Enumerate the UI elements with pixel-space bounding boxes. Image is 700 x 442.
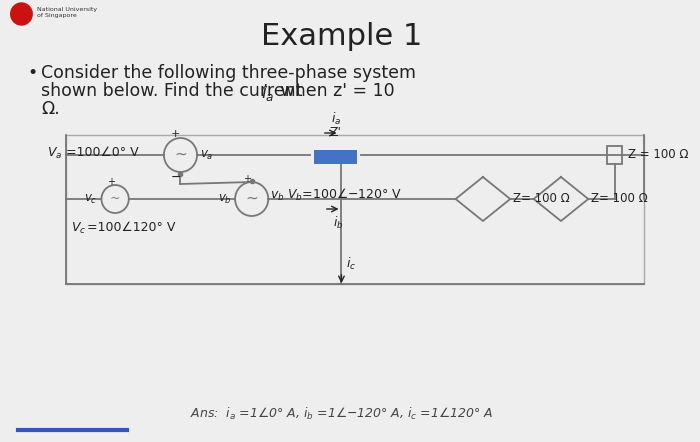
Text: $v_b$ $V_b$=100∠−120° V: $v_b$ $V_b$=100∠−120° V bbox=[270, 187, 402, 203]
Text: of Singapore: of Singapore bbox=[37, 12, 77, 18]
Text: $v_a$: $v_a$ bbox=[200, 149, 214, 161]
Text: when z' = 10: when z' = 10 bbox=[275, 82, 395, 100]
Circle shape bbox=[10, 3, 32, 25]
Text: Example 1: Example 1 bbox=[261, 22, 422, 51]
Text: Ω.: Ω. bbox=[41, 100, 60, 118]
Text: $i_a$: $i_a$ bbox=[331, 111, 342, 127]
Text: Ans:  $i_a$ =1∠0° A, $i_b$ =1∠−120° A, $i_c$ =1∠120° A: Ans: $i_a$ =1∠0° A, $i_b$ =1∠−120° A, $i… bbox=[190, 406, 493, 422]
Text: +: + bbox=[171, 129, 181, 139]
Text: Z= 100 Ω: Z= 100 Ω bbox=[513, 193, 570, 206]
Text: •: • bbox=[27, 64, 38, 82]
Text: Z = 100 Ω: Z = 100 Ω bbox=[629, 149, 689, 161]
Text: N: N bbox=[18, 9, 25, 19]
Bar bbox=[607, 146, 622, 164]
Text: ~: ~ bbox=[110, 191, 120, 205]
Text: Z= 100 Ω: Z= 100 Ω bbox=[592, 193, 648, 206]
Text: $v_b$: $v_b$ bbox=[218, 192, 232, 206]
Text: =100∠120° V: =100∠120° V bbox=[71, 221, 176, 234]
Text: $V_a$: $V_a$ bbox=[47, 145, 62, 160]
Text: $i_a$: $i_a$ bbox=[262, 82, 275, 103]
Text: ~: ~ bbox=[174, 146, 187, 161]
Text: Z': Z' bbox=[330, 126, 342, 139]
Text: $i_c$: $i_c$ bbox=[346, 256, 356, 272]
Text: −: − bbox=[170, 171, 181, 183]
Text: National University: National University bbox=[37, 7, 97, 11]
Text: =100∠0° V: =100∠0° V bbox=[62, 146, 139, 160]
Text: ~: ~ bbox=[245, 191, 258, 206]
Text: $V_c$: $V_c$ bbox=[71, 221, 87, 236]
Text: Consider the following three-phase system: Consider the following three-phase syste… bbox=[41, 64, 416, 82]
Bar bbox=[314, 150, 357, 164]
Text: +: + bbox=[107, 177, 116, 187]
Bar bbox=[66, 135, 644, 284]
Text: $v_c$: $v_c$ bbox=[84, 192, 97, 206]
Text: $i_b$: $i_b$ bbox=[333, 215, 344, 231]
Text: shown below. Find the current: shown below. Find the current bbox=[41, 82, 308, 100]
Text: +: + bbox=[243, 174, 251, 184]
